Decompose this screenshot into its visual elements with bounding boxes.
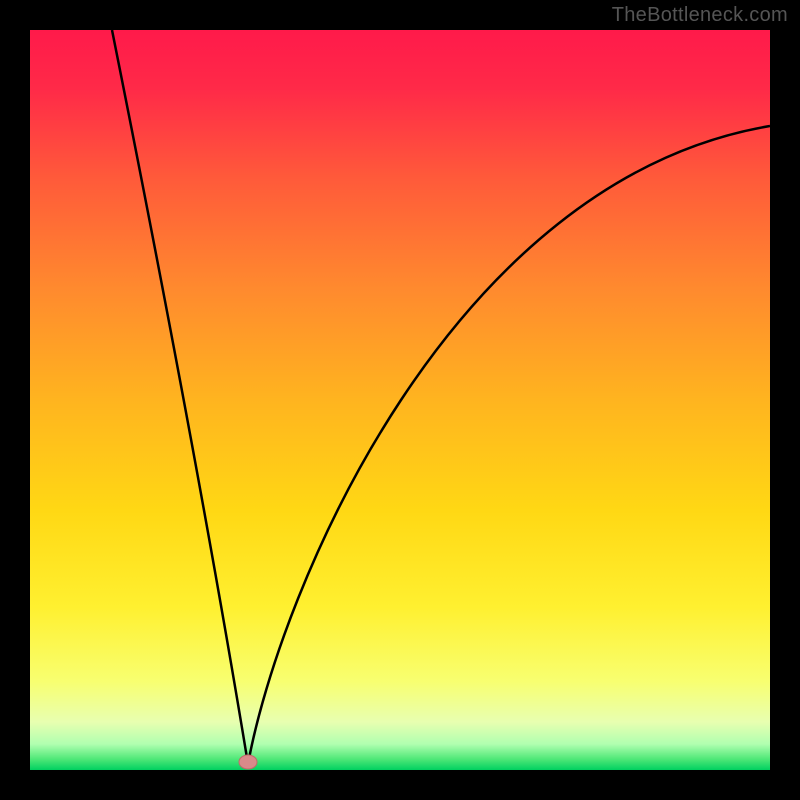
watermark-text: TheBottleneck.com bbox=[612, 4, 788, 27]
curve-path bbox=[112, 30, 770, 764]
bottleneck-curve bbox=[30, 30, 770, 770]
minimum-marker bbox=[239, 755, 257, 769]
plot-frame bbox=[30, 30, 770, 770]
